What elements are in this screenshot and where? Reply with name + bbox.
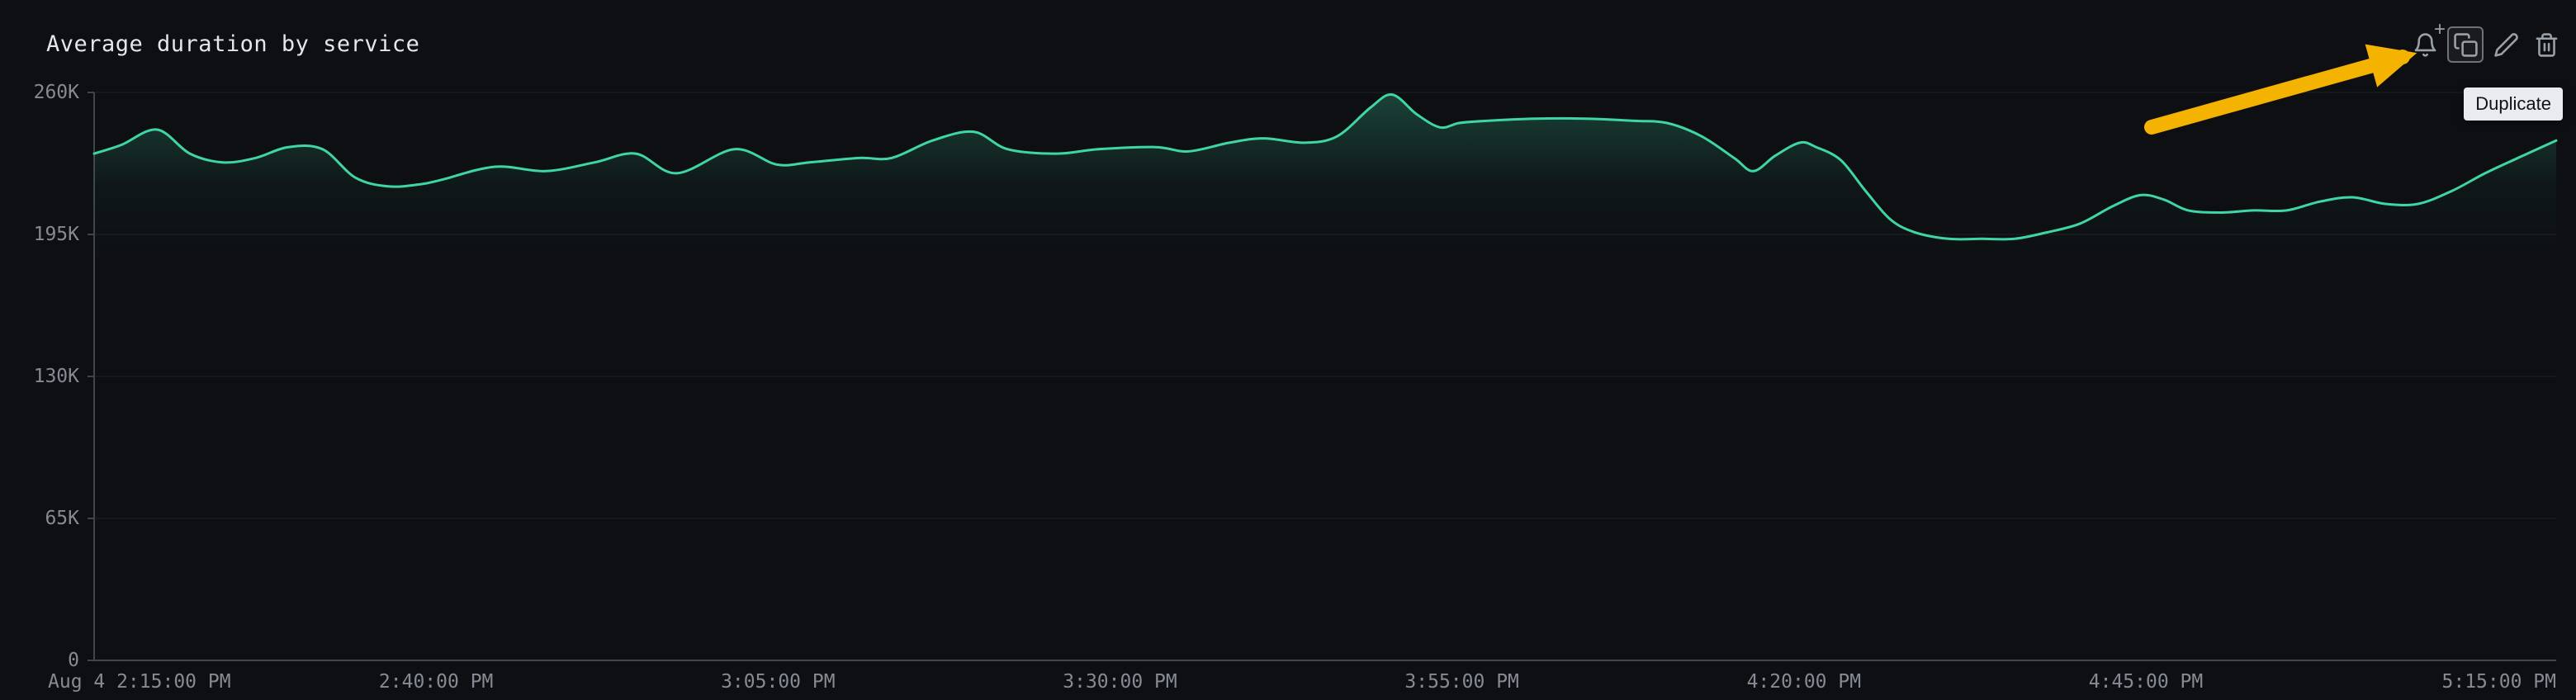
panel-toolbar: + [2407,20,2564,63]
x-tick-label: 2:40:00 PM [378,671,494,693]
plus-badge-icon: + [2433,18,2446,40]
y-tick-label: 260K [33,82,79,103]
x-tick-label: 4:20:00 PM [1746,671,1862,693]
x-tick-label: 3:30:00 PM [1063,671,1177,693]
x-axis-labels: Aug 4 2:15:00 PM 2:40:00 PM 3:05:00 PM 3:30… [0,670,2576,695]
delete-button[interactable] [2528,26,2564,63]
y-tick-label: 65K [45,508,79,529]
x-tick-label: 5:15:00 PM [2441,671,2556,693]
trash-icon [2534,32,2559,58]
duplicate-icon [2453,32,2479,58]
edit-button[interactable] [2488,26,2524,63]
y-tick-label: 195K [33,224,79,245]
alert-button[interactable]: + [2407,20,2446,63]
y-tick-label: 0 [68,650,79,671]
bell-plus-icon [2413,32,2438,58]
panel-title: Average duration by service [46,31,420,57]
y-tick-label: 130K [33,366,79,387]
x-tick-label: Aug 4 2:15:00 PM [48,671,231,693]
x-tick-label: 3:05:00 PM [721,671,836,693]
pencil-icon [2493,32,2519,58]
duplicate-button[interactable] [2447,26,2484,63]
y-axis-labels: 260K 195K 130K 65K 0 [0,0,79,700]
x-tick-label: 3:55:00 PM [1404,671,1519,693]
duplicate-tooltip: Duplicate [2464,88,2563,121]
x-tick-label: 4:45:00 PM [2088,671,2204,693]
